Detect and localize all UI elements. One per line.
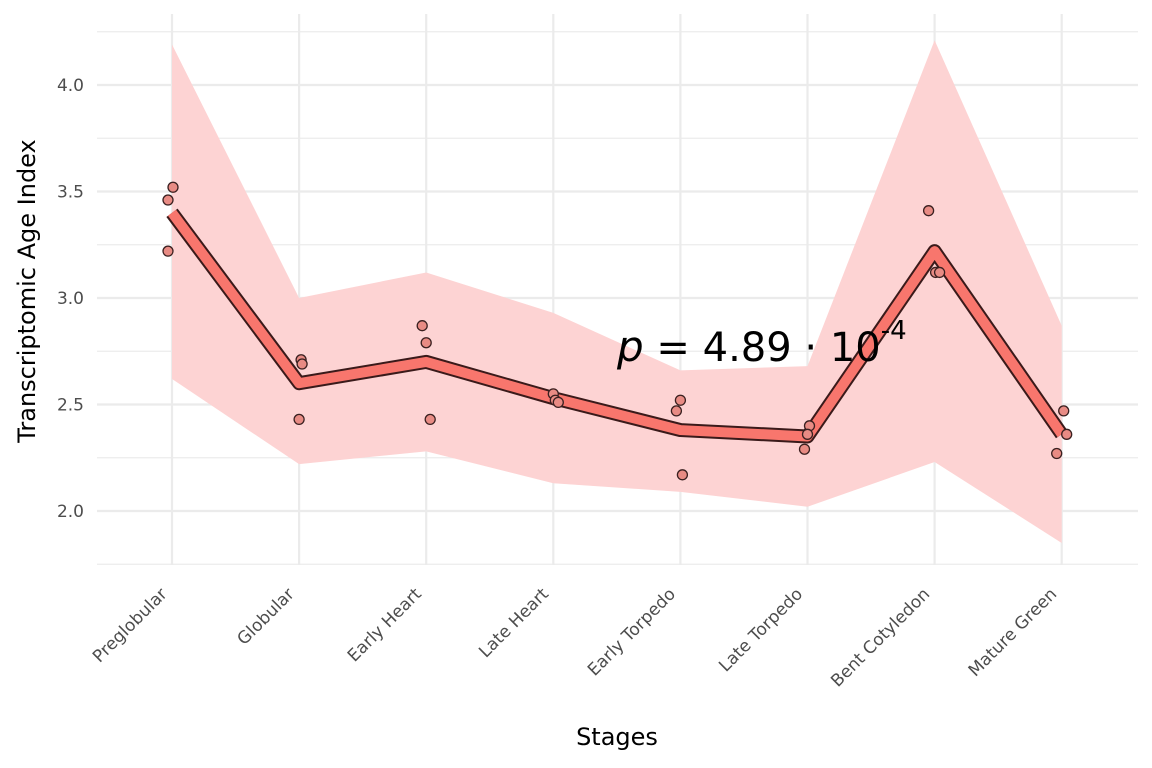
replicate-point: [676, 469, 689, 481]
replicate-point: [296, 358, 308, 370]
p-times-ten: · 10: [792, 325, 881, 371]
x-tick-label: Early Heart: [344, 584, 426, 666]
x-tick-label: Late Heart: [475, 584, 553, 662]
p-exponent: -4: [881, 316, 907, 346]
y-tick-label: 3.5: [57, 183, 84, 203]
replicate-point: [933, 266, 946, 279]
replicate-point: [162, 245, 174, 257]
replicate-point: [167, 181, 179, 193]
x-tick-label: Late Torpedo: [715, 584, 807, 676]
confidence-ribbon: [172, 40, 1062, 543]
y-tick-label: 2.5: [57, 396, 84, 416]
replicate-point: [552, 396, 564, 409]
replicate-point: [416, 320, 428, 332]
x-tick-label: Early Torpedo: [584, 584, 680, 680]
y-tick-label: 2.0: [57, 502, 84, 522]
x-tick-label: Mature Green: [965, 584, 1062, 681]
p-equals: =: [644, 325, 703, 371]
replicate-point: [801, 428, 814, 440]
replicate-point: [674, 394, 687, 406]
replicate-point: [420, 337, 432, 349]
mean-line-layer: [166, 208, 1068, 444]
x-tick-label: Globular: [234, 584, 299, 649]
x-axis-title: Stages: [576, 723, 658, 751]
replicate-point: [293, 413, 305, 426]
replicate-point: [670, 405, 683, 417]
mean-line: [167, 209, 1066, 442]
p-mantissa: 4.89: [703, 325, 792, 371]
replicate-point: [798, 443, 811, 455]
replicate-points-layer: [162, 181, 1073, 481]
p-value-annotation: p = 4.89 · 10-4: [616, 316, 907, 371]
replicate-point: [1051, 447, 1063, 460]
y-tick-label: 3.0: [57, 289, 84, 309]
x-tick-labels: Preglobular Globular Early Heart Late Heart…: [89, 584, 1061, 691]
replicate-point: [1061, 428, 1073, 440]
y-tick-labels: 2.0 2.5 3.0 3.5 4.0: [57, 76, 84, 522]
replicate-point: [424, 413, 436, 426]
p-variable: p: [616, 322, 644, 371]
confidence-ribbon-layer: [172, 40, 1062, 543]
x-tick-label: Bent Cotyledon: [827, 584, 934, 691]
y-tick-label: 4.0: [57, 76, 84, 96]
replicate-point: [922, 205, 935, 217]
x-tick-label: Preglobular: [89, 584, 171, 666]
y-axis-title: Transcriptomic Age Index: [13, 139, 41, 443]
replicate-point: [162, 194, 174, 206]
replicate-point: [1058, 405, 1070, 417]
